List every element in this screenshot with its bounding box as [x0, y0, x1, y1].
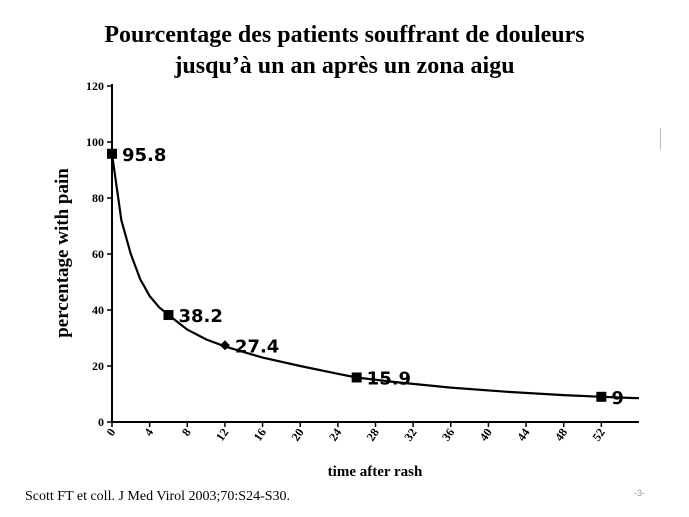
- data-label: 27.4: [235, 336, 279, 357]
- chart-title: Pourcentage des patients souffrant de do…: [0, 20, 689, 82]
- citation: Scott FT et coll. J Med Virol 2003;70:S2…: [25, 489, 291, 504]
- x-tick-label: 32: [401, 426, 419, 444]
- data-point-marker: [219, 340, 230, 351]
- y-tick-label: 40: [92, 303, 104, 317]
- y-tick-label: 100: [86, 135, 104, 149]
- data-point-marker: [107, 148, 117, 159]
- y-axis-ticks: 0 20 40 60 80 100 120: [86, 79, 112, 429]
- x-tick-label: 28: [364, 426, 382, 444]
- data-point-marker: [596, 391, 607, 402]
- edge-mark: [660, 128, 661, 150]
- data-label: 9: [611, 388, 624, 409]
- data-label: 15.9: [367, 368, 411, 389]
- x-axis-ticks: 0 4 8 12 16 20 24 28 32 36 40 44 48 52: [104, 422, 608, 444]
- x-tick-label: 36: [439, 426, 457, 444]
- data-point-marker: [351, 372, 362, 383]
- y-tick-label: 80: [92, 191, 104, 205]
- y-tick-label: 0: [98, 415, 104, 429]
- x-tick-label: 24: [326, 426, 344, 444]
- x-tick-label: 44: [514, 426, 532, 444]
- x-tick-label: 20: [288, 426, 306, 444]
- x-tick-label: 4: [141, 426, 156, 439]
- chart-title-line-1: Pourcentage des patients souffrant de do…: [104, 22, 585, 48]
- y-axis-title: percentage with pain: [52, 168, 73, 338]
- fit-curve: [110, 153, 640, 400]
- data-label: 95.8: [122, 145, 166, 166]
- x-tick-label: 0: [104, 426, 119, 439]
- x-tick-label: 52: [589, 426, 607, 444]
- y-tick-label: 20: [92, 359, 104, 373]
- x-tick-label: 12: [213, 426, 231, 444]
- data-label: 38.2: [178, 306, 222, 327]
- y-tick-label: 60: [92, 247, 104, 261]
- x-tick-label: 16: [251, 426, 269, 444]
- x-tick-label: 48: [552, 426, 570, 444]
- x-tick-label: 40: [477, 426, 495, 444]
- x-tick-label: 8: [179, 426, 194, 439]
- data-points: 95.8 38.2 27.4 15.9 9: [107, 145, 624, 409]
- data-point-marker: [163, 310, 174, 321]
- page-number: -3-: [634, 488, 645, 498]
- y-tick-label: 120: [86, 79, 104, 93]
- chart-title-line-2: jusqu’à un an après un zona aigu: [174, 53, 515, 79]
- x-axis-title: time after rash: [328, 464, 423, 480]
